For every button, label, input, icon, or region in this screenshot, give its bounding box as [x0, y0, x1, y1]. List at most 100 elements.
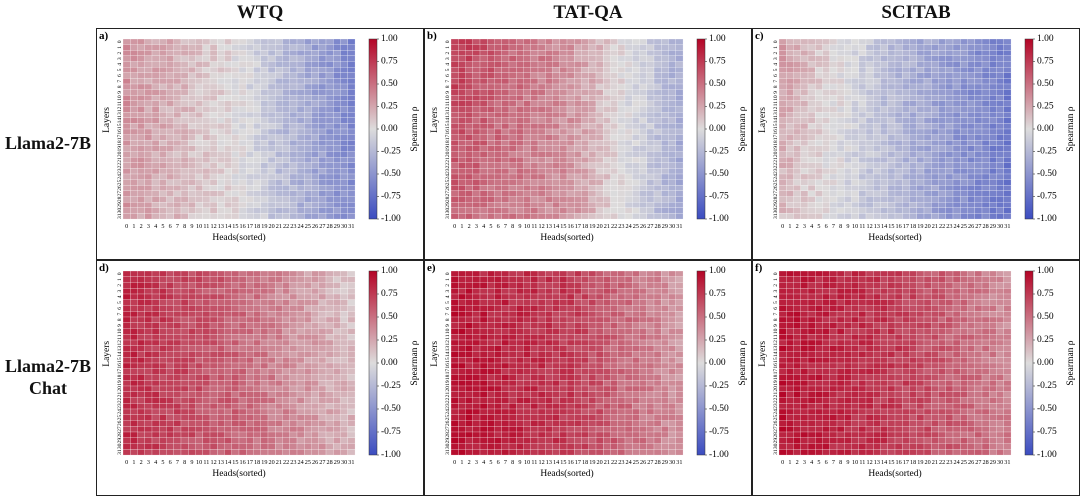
heatmap-cell: [130, 173, 138, 180]
heatmap-cell: [632, 282, 640, 289]
heatmap-cell: [880, 67, 888, 73]
heatmap-cell: [931, 145, 939, 152]
heatmap-cell: [253, 282, 261, 289]
heatmap-cell: [545, 196, 553, 203]
heatmap-cell: [865, 123, 874, 130]
heatmap-cell: [347, 282, 356, 289]
x-tick-label: 25: [961, 223, 967, 230]
heatmap-cell: [581, 190, 589, 197]
heatmap-cell: [1003, 106, 1012, 113]
heatmap-cell: [195, 145, 203, 152]
heatmap-cell: [588, 213, 597, 220]
heatmap-cell: [786, 106, 794, 113]
heatmap-cell: [501, 179, 510, 186]
heatmap-cell: [479, 95, 488, 102]
heatmap-cell: [516, 134, 524, 141]
heatmap-cell: [632, 190, 640, 197]
heatmap-cell: [151, 202, 160, 208]
heatmap-cell: [188, 202, 196, 208]
heatmap-cell: [224, 374, 232, 381]
heatmap-cell: [574, 151, 582, 158]
heatmap-cell: [173, 282, 182, 289]
heatmap-cell: [639, 305, 647, 312]
heatmap-cell: [581, 61, 589, 68]
heatmap-cell: [347, 72, 356, 79]
heatmap-cell: [458, 157, 466, 163]
heatmap-cell: [144, 420, 153, 427]
heatmap-cell: [865, 202, 874, 208]
heatmap-cell: [624, 185, 633, 192]
heatmap-cell: [624, 134, 633, 141]
heatmap-cell: [333, 207, 341, 214]
heatmap-cell: [472, 276, 481, 283]
heatmap-cell: [668, 140, 676, 147]
heatmap-cell: [880, 117, 888, 124]
heatmap-cell: [479, 357, 488, 364]
heatmap-cell: [340, 368, 348, 375]
heatmap-cell: [275, 385, 283, 392]
heatmap-cell: [829, 67, 838, 73]
heatmap-cell: [282, 357, 290, 364]
heatmap-cell: [675, 134, 684, 141]
heatmap-cell: [661, 106, 669, 113]
heatmap-cell: [967, 213, 975, 220]
heatmap-cell: [282, 431, 290, 438]
heatmap-cell: [989, 83, 997, 90]
heatmap-cell: [800, 61, 809, 68]
heatmap-cell: [260, 185, 269, 192]
heatmap-cell: [566, 38, 575, 45]
heatmap-cell: [617, 140, 626, 147]
heatmap-cell: [545, 95, 553, 102]
heatmap-cell: [639, 128, 647, 135]
heatmap-cell: [574, 196, 582, 203]
heatmap-cell: [952, 78, 961, 85]
heatmap-cell: [938, 83, 946, 90]
heatmap-cell: [516, 179, 524, 186]
heatmap-cell: [537, 100, 546, 107]
heatmap-cell: [793, 38, 801, 45]
heatmap-cell: [122, 106, 131, 113]
heatmap-cell: [231, 140, 240, 147]
heatmap-cell: [238, 185, 247, 192]
heatmap-cell: [347, 368, 356, 375]
heatmap-cell: [1003, 61, 1012, 68]
heatmap-cell: [231, 403, 240, 410]
heatmap-cell: [508, 106, 517, 113]
heatmap-cell: [275, 420, 283, 427]
heatmap-cell: [880, 162, 888, 169]
heatmap-cell: [122, 420, 131, 427]
heatmap-cell: [209, 83, 218, 90]
heatmap-cell: [559, 112, 568, 118]
heatmap-cell: [465, 362, 473, 369]
x-tick-label: 13: [218, 223, 224, 230]
heatmap-cell: [311, 168, 319, 175]
heatmap-cell: [588, 362, 597, 369]
heatmap-cell: [282, 100, 290, 107]
heatmap-cell: [836, 151, 845, 158]
heatmap-cell: [981, 123, 990, 130]
heatmap-cell: [267, 270, 276, 277]
x-tick-label: 23: [618, 223, 624, 230]
heatmap-cell: [887, 67, 896, 73]
heatmap-cell: [122, 368, 131, 375]
heatmap-cell: [195, 78, 203, 85]
heatmap-cell: [209, 391, 218, 398]
heatmap-cell: [574, 100, 582, 107]
colorbar: [368, 270, 378, 456]
heatmap-cell: [552, 299, 560, 306]
y-tick-label: 19: [773, 146, 779, 152]
heatmap-cell: [304, 362, 312, 369]
heatmap-cell: [981, 196, 990, 203]
heatmap-cell: [537, 72, 546, 79]
heatmap-cell: [304, 106, 312, 113]
heatmap-cell: [209, 38, 218, 45]
y-tick-label: 11: [773, 101, 779, 107]
heatmap-cell: [246, 391, 254, 398]
heatmap-cell: [945, 196, 954, 203]
heatmap-cell: [661, 72, 669, 79]
heatmap-cell: [668, 89, 676, 96]
heatmap-cell: [275, 78, 283, 85]
heatmap-cell: [347, 78, 356, 85]
heatmap-cell: [873, 100, 881, 107]
heatmap-cell: [231, 443, 240, 450]
